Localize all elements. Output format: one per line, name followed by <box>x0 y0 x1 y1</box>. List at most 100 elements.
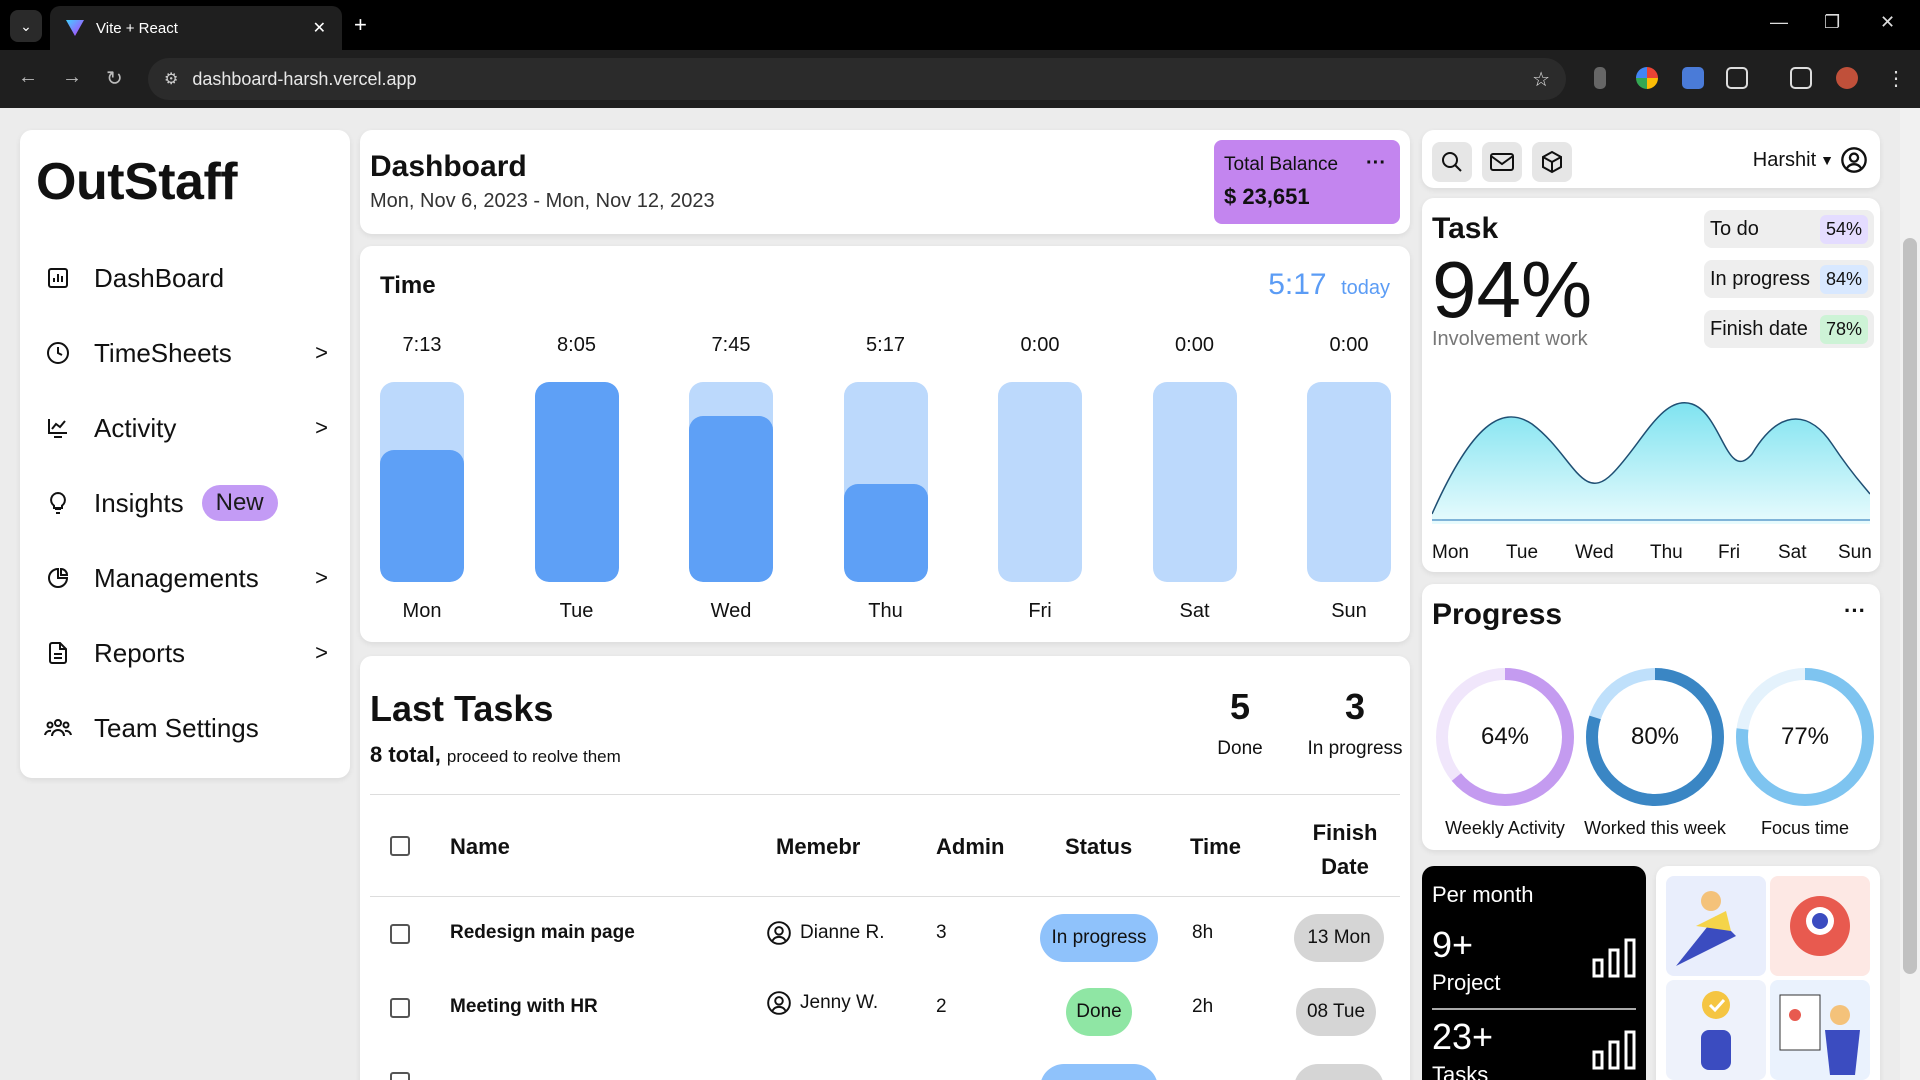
column-header-name[interactable]: Name <box>450 834 510 859</box>
finish-date-badge: 13 Mon <box>1294 914 1384 962</box>
bar-track <box>998 382 1082 582</box>
sidebar-item-activity[interactable]: Activity > <box>44 402 334 454</box>
user-menu[interactable]: Harshit ▼ <box>1753 146 1868 174</box>
site-info-icon[interactable]: ⚙ <box>164 71 179 88</box>
user-circle-icon <box>767 921 791 945</box>
ring-fill <box>1736 668 1874 806</box>
top-actions-bar: Harshit ▼ <box>1422 130 1880 188</box>
bar-chart-icon <box>1592 938 1636 978</box>
column-header-member[interactable]: Memebr <box>776 834 861 859</box>
tasks-summary: 8 total, proceed to reolve them <box>370 742 621 768</box>
progress-ring: 80% <box>1584 666 1726 808</box>
box-icon[interactable] <box>1532 142 1572 182</box>
time-bar-mon[interactable]: 7:13 Mon <box>380 334 464 622</box>
browser-menu-icon[interactable]: ⋮ <box>1886 68 1906 90</box>
column-header-finish-date[interactable]: Finish Date <box>1312 820 1378 879</box>
search-icon[interactable] <box>1432 142 1472 182</box>
scrollbar-thumb[interactable] <box>1903 238 1917 974</box>
column-header-time[interactable]: Time <box>1190 834 1241 859</box>
time-bar-sun[interactable]: 0:00 Sun <box>1307 334 1391 622</box>
page-title: Dashboard <box>370 150 527 183</box>
bar-fill <box>689 416 773 582</box>
tab-list-button[interactable]: ⌄ <box>10 10 42 42</box>
sidebar-item-team-settings[interactable]: Team Settings <box>44 702 334 754</box>
task-card: Task 94% Involvement work To do 54% In p… <box>1422 198 1880 572</box>
bar-value-label: 7:13 <box>402 334 442 356</box>
total-balance-card[interactable]: Total Balance $ 23,651 ··· <box>1214 140 1400 224</box>
illustration-astronaut <box>1770 876 1870 976</box>
time-bar-sat[interactable]: 0:00 Sat <box>1152 334 1237 622</box>
lightbulb-icon <box>44 489 72 517</box>
bar-value-label: 7:45 <box>711 334 751 356</box>
task-name[interactable]: Meeting with HR <box>450 996 598 1017</box>
document-icon <box>44 639 72 667</box>
forward-icon[interactable]: → <box>62 66 82 88</box>
chip-label: In progress <box>1710 267 1811 290</box>
more-options-icon[interactable]: ··· <box>1844 598 1866 623</box>
time-bar-wed[interactable]: 7:45 Wed <box>689 334 773 622</box>
bar-track <box>1152 382 1237 582</box>
ring-percent: 64% <box>1480 723 1530 750</box>
browser-tab[interactable]: Vite + React ✕ <box>50 6 342 50</box>
time-bar-thu[interactable]: 5:17 Thu <box>843 334 928 622</box>
sidebar-item-managements[interactable]: Managements > <box>44 552 334 604</box>
chevron-down-icon: ▼ <box>1820 152 1834 168</box>
new-tab-icon[interactable]: + <box>354 12 367 37</box>
task-name[interactable]: Redesign main page <box>450 922 635 943</box>
mail-icon[interactable] <box>1482 142 1522 182</box>
time-bar-tue[interactable]: 8:05 Tue <box>534 334 619 622</box>
column-header-admin[interactable]: Admin <box>936 834 1005 859</box>
chevron-right-icon: > <box>315 340 328 365</box>
sidebar-item-timesheets[interactable]: TimeSheets > <box>44 327 334 379</box>
more-options-icon[interactable]: ··· <box>1366 152 1386 174</box>
close-window-icon[interactable]: ✕ <box>1880 12 1896 32</box>
divider <box>370 794 1400 795</box>
restore-icon[interactable]: ❐ <box>1824 12 1841 32</box>
reload-icon[interactable]: ↻ <box>106 68 123 90</box>
done-count: 5 <box>1229 686 1251 727</box>
select-all-checkbox[interactable] <box>390 836 410 856</box>
tasks-subtitle: proceed to reolve them <box>446 747 621 766</box>
app-logo: OutStaff <box>36 153 238 211</box>
task-admin: 2 <box>936 996 947 1017</box>
chip-label: Finish date <box>1710 317 1808 340</box>
done-label: Done <box>1217 738 1263 759</box>
in-progress-stat: 3 In progress <box>1300 686 1410 760</box>
chip-value: 78% <box>1819 314 1868 344</box>
sidebar-item-reports[interactable]: Reports > <box>44 627 334 679</box>
per-month-title: Per month <box>1432 882 1534 907</box>
back-icon[interactable]: ← <box>18 66 38 88</box>
row-checkbox[interactable] <box>390 1072 410 1080</box>
minimize-icon[interactable]: — <box>1770 12 1788 32</box>
scrollbar[interactable] <box>1900 108 1920 1080</box>
bookmark-star-icon[interactable]: ☆ <box>1532 68 1550 91</box>
extension-icon[interactable] <box>1594 67 1606 89</box>
tasks-total: 8 total, <box>370 742 441 767</box>
sidebar-item-dashboard[interactable]: DashBoard <box>44 252 334 304</box>
vite-favicon-icon <box>66 20 84 36</box>
row-checkbox[interactable] <box>390 924 410 944</box>
task-time: 8h <box>1192 922 1214 943</box>
row-checkbox[interactable] <box>390 998 410 1018</box>
column-header-status[interactable]: Status <box>1065 834 1133 859</box>
bar-value-label: 0:00 <box>1020 334 1060 356</box>
close-tab-icon[interactable]: ✕ <box>312 20 326 37</box>
extension-colorful-icon[interactable] <box>1636 67 1658 89</box>
extension-screen-icon[interactable] <box>1682 67 1704 89</box>
user-circle-icon <box>767 991 791 1015</box>
extensions-puzzle-icon[interactable] <box>1726 67 1748 89</box>
time-bar-fri[interactable]: 0:00 Fri <box>998 334 1082 622</box>
sidebar-item-label: Managements <box>94 562 259 593</box>
sidebar: OutStaff DashBoard TimeSheets > Activity… <box>20 130 350 778</box>
sidebar-item-insights[interactable]: Insights New <box>44 477 334 529</box>
divider <box>1432 1008 1636 1010</box>
last-tasks-title: Last Tasks <box>370 688 554 729</box>
task-subtitle: Involvement work <box>1432 328 1588 350</box>
pie-chart-icon <box>44 564 72 592</box>
side-panel-icon[interactable] <box>1790 67 1812 89</box>
in-progress-label: In progress <box>1307 738 1403 759</box>
omnibox[interactable]: ⚙ dashboard-harsh.vercel.app ☆ <box>148 58 1566 100</box>
task-chip-finish-date: Finish date 78% <box>1704 310 1874 348</box>
project-count: 9+ <box>1432 924 1474 965</box>
profile-avatar[interactable] <box>1836 67 1858 89</box>
